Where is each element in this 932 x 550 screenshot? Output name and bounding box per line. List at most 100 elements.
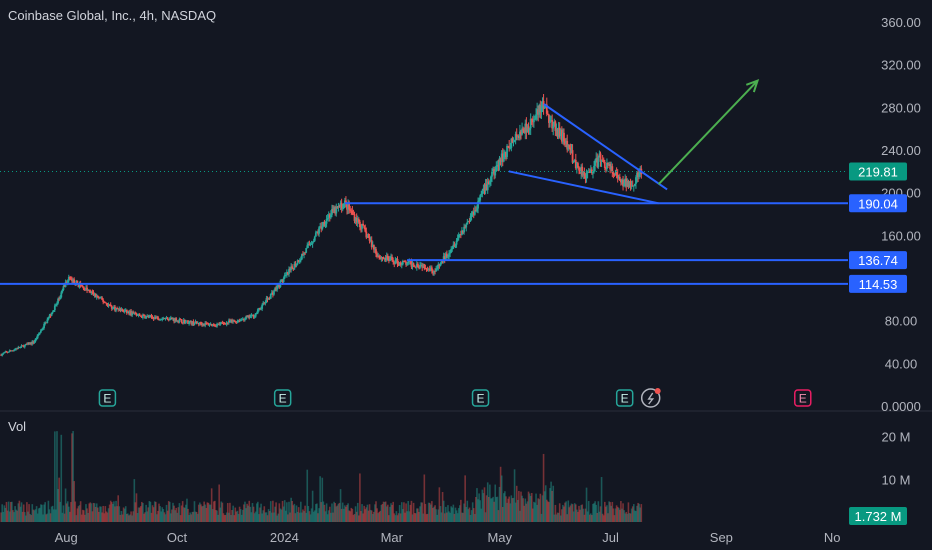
candle-body xyxy=(274,288,276,292)
earnings-badge[interactable]: E xyxy=(794,389,812,407)
candle-body xyxy=(107,304,110,306)
candle-body xyxy=(13,349,15,351)
volume-bar xyxy=(605,506,607,522)
volume-bar xyxy=(334,503,336,522)
candle-body xyxy=(347,203,349,210)
candle-body xyxy=(439,263,442,266)
candle-body xyxy=(341,208,344,210)
candle-body xyxy=(562,132,564,142)
candle-body xyxy=(92,292,95,296)
candle-body xyxy=(322,222,325,227)
volume-bar xyxy=(340,508,343,522)
candle-body xyxy=(140,316,143,318)
volume-bar xyxy=(628,513,631,522)
candle-body xyxy=(16,348,19,350)
volume-bar xyxy=(371,513,374,522)
earnings-badge-label: E xyxy=(799,392,807,406)
volume-bar xyxy=(462,512,464,522)
volume-bar xyxy=(465,506,468,522)
volume-bar xyxy=(525,503,528,522)
earnings-badge-frame xyxy=(615,389,634,407)
wedge-trendline[interactable] xyxy=(543,103,668,191)
volume-bar xyxy=(158,503,160,522)
lightning-event-icon[interactable] xyxy=(640,388,661,408)
candle-body xyxy=(229,320,231,323)
volume-bar xyxy=(268,511,271,522)
volume-bar xyxy=(309,514,312,522)
candle-body xyxy=(174,318,177,322)
candle-body xyxy=(345,200,347,203)
volume-bar xyxy=(14,506,16,522)
volume-bar xyxy=(20,502,23,522)
candle-body xyxy=(110,305,113,309)
volume-bar xyxy=(583,514,586,522)
volume-bar xyxy=(276,515,278,522)
candle-body xyxy=(630,185,633,187)
volume-bar xyxy=(541,495,544,522)
volume-bar xyxy=(555,514,558,522)
volume-bar xyxy=(221,502,224,522)
volume-bar xyxy=(339,489,342,522)
breakout-arrow[interactable] xyxy=(657,79,759,185)
earnings-badge[interactable]: E xyxy=(615,389,634,407)
earnings-badge-frame xyxy=(273,389,292,407)
volume-bar xyxy=(76,508,79,522)
wedge-trendline[interactable] xyxy=(508,170,659,205)
candle-body xyxy=(27,342,29,345)
volume-bar xyxy=(245,508,247,522)
volume-bar xyxy=(495,497,498,522)
volume-bar xyxy=(599,506,602,522)
volume-bar xyxy=(291,501,294,522)
candle-body xyxy=(595,158,598,161)
volume-bar xyxy=(259,507,261,522)
volume-bar xyxy=(501,507,504,522)
volume-bar xyxy=(425,514,428,522)
volume-bar xyxy=(390,503,392,522)
volume-bar xyxy=(160,511,162,522)
volume-bar xyxy=(538,499,541,522)
volume-bar xyxy=(120,511,123,522)
volume-bar xyxy=(467,509,470,522)
volume-bar xyxy=(603,501,606,522)
candle-body xyxy=(512,141,515,143)
volume-bar xyxy=(456,513,459,522)
volume-bar xyxy=(145,504,147,522)
volume-bar xyxy=(118,506,121,522)
candle-body xyxy=(523,130,526,133)
candle-body xyxy=(483,188,486,191)
volume-bar xyxy=(611,501,614,522)
volume-bar xyxy=(2,511,5,522)
volume-bar xyxy=(440,512,443,522)
volume-bar xyxy=(104,506,107,522)
earnings-badge[interactable]: E xyxy=(98,389,117,407)
volume-bar xyxy=(621,508,623,522)
candle-body xyxy=(470,213,473,217)
candle-body xyxy=(486,181,489,191)
volume-bar xyxy=(475,497,477,522)
volume-bar xyxy=(640,504,643,522)
candle-body xyxy=(230,320,232,323)
x-tick-label: May xyxy=(487,530,512,545)
earnings-badge[interactable]: E xyxy=(273,389,292,407)
candle-body xyxy=(246,316,249,318)
candle-body xyxy=(303,252,305,256)
candle-body xyxy=(2,353,5,354)
candle-body xyxy=(570,150,573,154)
volume-bar xyxy=(489,484,491,522)
volume-bar xyxy=(251,503,254,522)
candle-body xyxy=(510,138,513,148)
volume-bar xyxy=(449,512,451,522)
candle-body xyxy=(124,309,127,311)
candle-body xyxy=(589,169,592,173)
earnings-badge[interactable]: E xyxy=(471,389,490,407)
volume-bar xyxy=(315,504,317,522)
volume-bar xyxy=(423,474,426,522)
volume-bar xyxy=(574,504,577,522)
candle-body xyxy=(84,290,86,291)
volume-bar xyxy=(374,504,376,522)
volume-bar xyxy=(410,500,413,522)
volume-bar xyxy=(70,502,72,522)
candle-body xyxy=(353,214,356,221)
volume-bar xyxy=(123,508,126,522)
